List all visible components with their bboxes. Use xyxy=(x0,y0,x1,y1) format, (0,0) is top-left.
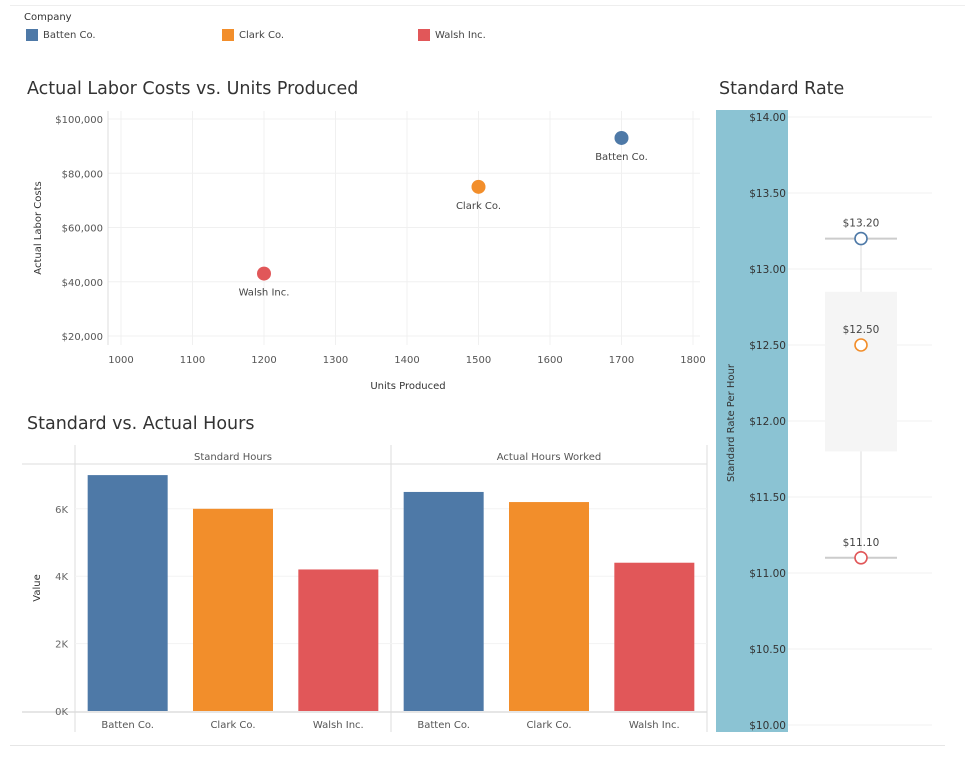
bar-panel-header: Standard Hours xyxy=(194,452,272,463)
bar-panel-header: Actual Hours Worked xyxy=(497,452,601,463)
box-y-tick: $10.00 xyxy=(749,720,786,732)
bar-y-tick: 6K xyxy=(55,505,68,516)
legend-item-batten[interactable]: Batten Co. xyxy=(26,29,96,41)
box-y-tick: $10.50 xyxy=(749,644,786,656)
bar-category-label: Walsh Inc. xyxy=(313,720,364,731)
box-point xyxy=(854,231,868,246)
scatter-x-tick: 1300 xyxy=(323,355,348,366)
box-y-label: Standard Rate Per Hour xyxy=(726,363,737,482)
box-iqr xyxy=(825,291,897,452)
bar-title: Standard vs. Actual Hours xyxy=(27,414,255,434)
box-y-tick: $13.00 xyxy=(749,264,786,276)
scatter-y-label: Actual Labor Costs xyxy=(33,181,44,274)
legend-label: Batten Co. xyxy=(43,29,96,41)
scatter-x-label: Units Produced xyxy=(370,381,445,392)
bar-category-label: Clark Co. xyxy=(210,720,255,731)
scatter-y-tick: $60,000 xyxy=(62,224,103,235)
box-point-label: $13.20 xyxy=(843,218,880,230)
scatter-x-tick: 1800 xyxy=(680,355,705,366)
scatter-x-tick: 1000 xyxy=(108,355,133,366)
bar-y-tick: 2K xyxy=(55,640,68,651)
bar xyxy=(614,562,695,711)
scatter-y-tick: $100,000 xyxy=(55,115,103,126)
scatter-point xyxy=(614,130,629,145)
scatter-x-tick: 1600 xyxy=(537,355,562,366)
bar-category-label: Clark Co. xyxy=(526,720,571,731)
bar-y-tick: 0K xyxy=(55,707,68,718)
box-point xyxy=(854,550,868,565)
legend-label: Walsh Inc. xyxy=(435,29,486,41)
bar xyxy=(193,508,273,711)
top-divider xyxy=(10,5,965,6)
legend-swatch xyxy=(222,29,234,41)
box-axis-band xyxy=(716,110,788,732)
scatter-x-tick: 1200 xyxy=(251,355,276,366)
scatter-x-tick: 1100 xyxy=(180,355,205,366)
bar-category-label: Batten Co. xyxy=(417,720,470,731)
box-y-tick: $14.00 xyxy=(749,112,786,124)
box-y-tick: $12.00 xyxy=(749,416,786,428)
bottom-divider xyxy=(10,745,945,746)
scatter-y-tick: $20,000 xyxy=(62,332,103,343)
bar-category-label: Batten Co. xyxy=(101,720,154,731)
scatter-title: Actual Labor Costs vs. Units Produced xyxy=(27,79,359,99)
scatter-point xyxy=(471,179,486,194)
bar xyxy=(403,491,484,711)
scatter-y-tick: $40,000 xyxy=(62,278,103,289)
legend-swatch xyxy=(418,29,430,41)
bar xyxy=(298,569,379,711)
bar-y-tick: 4K xyxy=(55,572,68,583)
box-title: Standard Rate xyxy=(719,79,845,99)
bar-category-label: Walsh Inc. xyxy=(629,720,680,731)
scatter-y-tick: $80,000 xyxy=(62,169,103,180)
bar xyxy=(509,502,589,711)
bar xyxy=(87,475,168,711)
legend-swatch xyxy=(26,29,38,41)
scatter-point-label: Clark Co. xyxy=(456,201,501,212)
box-point xyxy=(854,338,868,352)
scatter-x-tick: 1700 xyxy=(609,355,634,366)
box-y-tick: $11.00 xyxy=(749,568,786,580)
scatter-x-tick: 1500 xyxy=(466,355,491,366)
scatter-point-label: Batten Co. xyxy=(595,152,648,163)
legend-title: Company xyxy=(24,12,72,23)
legend-item-clark[interactable]: Clark Co. xyxy=(222,29,284,41)
box-y-tick: $13.50 xyxy=(749,188,786,200)
scatter-point-label: Walsh Inc. xyxy=(239,288,290,299)
box-y-tick: $12.50 xyxy=(749,340,786,352)
box-point-label: $12.50 xyxy=(843,324,880,336)
scatter-x-tick: 1400 xyxy=(394,355,419,366)
box-y-tick: $11.50 xyxy=(749,492,786,504)
bar-y-label: Value xyxy=(32,574,43,601)
legend-label: Clark Co. xyxy=(239,29,285,41)
scatter-point xyxy=(257,266,271,281)
legend-item-walsh[interactable]: Walsh Inc. xyxy=(418,29,486,41)
box-point-label: $11.10 xyxy=(843,537,880,549)
